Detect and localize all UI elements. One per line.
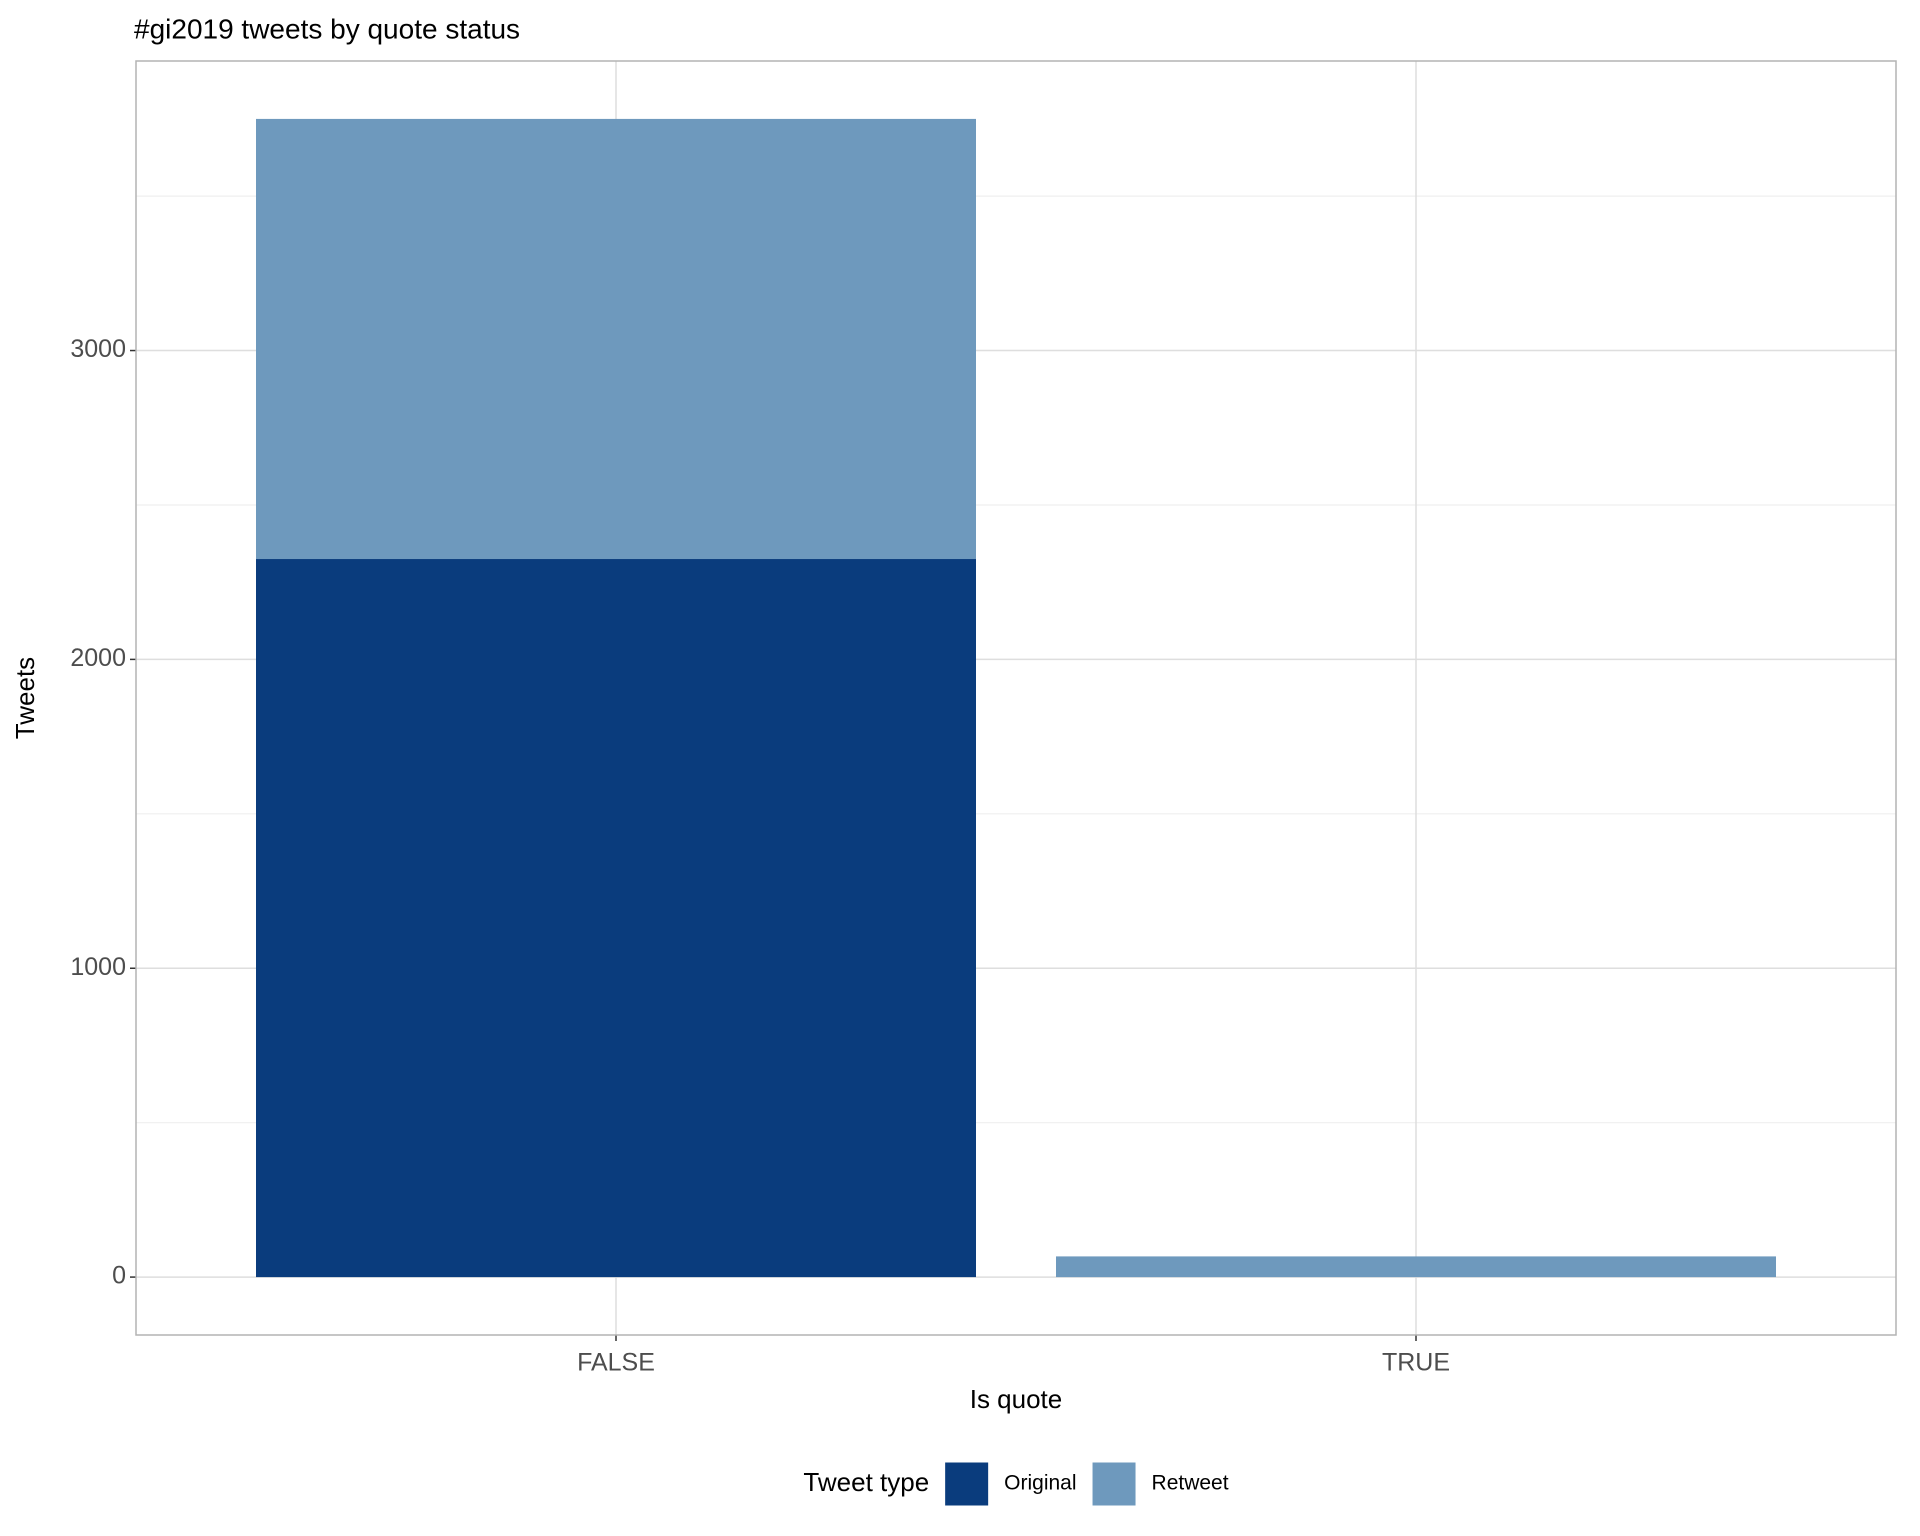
x-tick-label: TRUE (1382, 1349, 1450, 1377)
chart-title: #gi2019 tweets by quote status (134, 13, 520, 44)
y-tick-label: 1000 (70, 953, 126, 981)
legend-key (1092, 1462, 1136, 1506)
legend-key (945, 1462, 989, 1506)
y-tick-label: 0 (112, 1262, 126, 1290)
legend-label: Retweet (1152, 1472, 1229, 1495)
x-tick-label: FALSE (577, 1349, 655, 1377)
y-axis-title: Tweets (10, 657, 40, 739)
y-tick-label: 2000 (70, 644, 126, 672)
panel-border (135, 60, 1897, 1336)
y-tick-label: 3000 (70, 335, 126, 363)
bar-segment (1056, 1256, 1776, 1278)
legend-label: Original (1004, 1472, 1076, 1495)
bar-segment (256, 118, 976, 560)
legend-title: Tweet type (803, 1467, 929, 1497)
bar-segment (256, 559, 976, 1278)
x-axis-title: Is quote (970, 1384, 1063, 1414)
